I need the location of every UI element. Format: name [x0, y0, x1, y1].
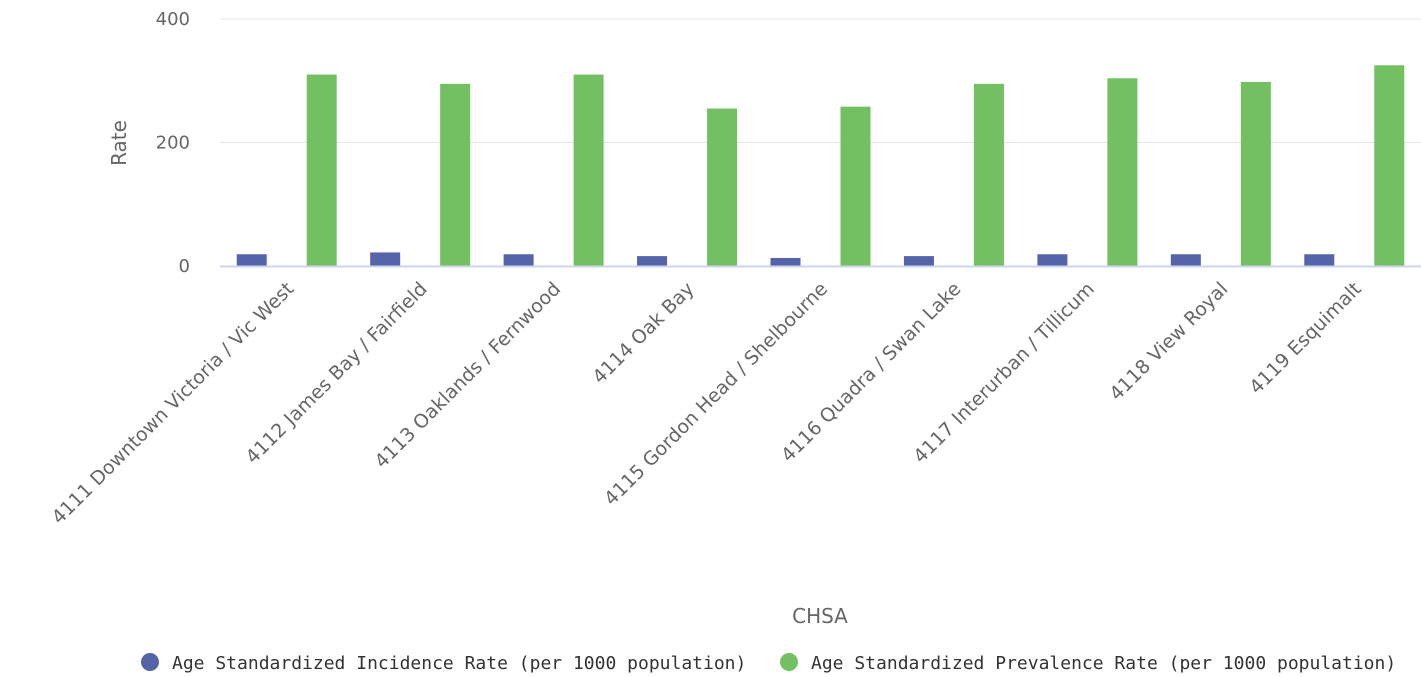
legend-marker[interactable] — [780, 653, 798, 671]
legend-marker[interactable] — [141, 653, 159, 671]
x-category-label: 4111 Downtown Victoria / Vic West — [48, 278, 299, 529]
prevalence-bar[interactable] — [840, 106, 871, 266]
legend-label[interactable]: Age Standardized Incidence Rate (per 100… — [172, 653, 746, 674]
y-axis-title: Rate — [107, 120, 131, 166]
prevalence-bar[interactable] — [1374, 65, 1405, 266]
bars — [236, 65, 1405, 267]
y-tick-label: 0 — [179, 256, 190, 277]
prevalence-bar[interactable] — [707, 108, 738, 266]
incidence-bar[interactable] — [503, 254, 534, 266]
legend-label[interactable]: Age Standardized Prevalence Rate (per 10… — [811, 653, 1396, 674]
gridlines — [220, 18, 1421, 143]
prevalence-bar[interactable] — [1240, 81, 1271, 266]
incidence-bar[interactable] — [370, 252, 401, 266]
incidence-bar[interactable] — [1304, 254, 1335, 266]
incidence-bar[interactable] — [637, 256, 668, 266]
incidence-bar[interactable] — [1170, 254, 1201, 266]
x-axis-title: CHSA — [792, 604, 848, 628]
prevalence-bar[interactable] — [1107, 78, 1138, 266]
prevalence-bar[interactable] — [440, 83, 471, 267]
incidence-bar[interactable] — [236, 254, 267, 266]
prevalence-bar[interactable] — [973, 83, 1004, 267]
x-category-label: 4119 Esquimalt — [1245, 278, 1366, 399]
prevalence-bar[interactable] — [306, 74, 337, 266]
x-category-label: 4118 View Royal — [1105, 278, 1232, 405]
incidence-bar[interactable] — [903, 256, 934, 266]
prevalence-bar[interactable] — [573, 74, 604, 266]
y-axis-ticks: 0 200 400 — [156, 9, 190, 277]
y-tick-label: 200 — [156, 133, 190, 154]
incidence-bar[interactable] — [770, 257, 801, 266]
y-tick-label: 400 — [156, 9, 190, 30]
incidence-bar[interactable] — [1037, 254, 1068, 266]
x-category-label: 4114 Oak Bay — [588, 278, 698, 388]
x-category-label: 4115 Gordon Head / Shelbourne — [600, 278, 832, 510]
legend: Age Standardized Incidence Rate (per 100… — [141, 653, 1396, 674]
